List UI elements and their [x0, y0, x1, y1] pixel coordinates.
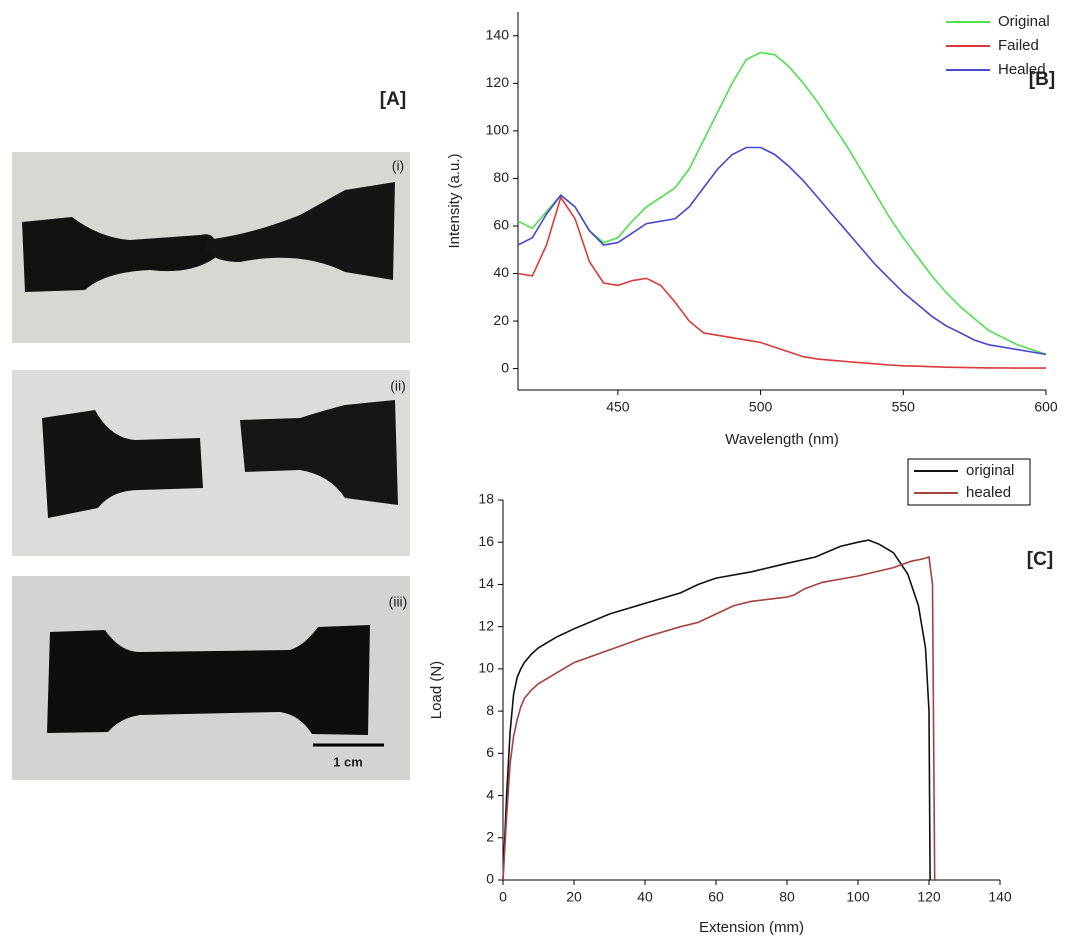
y-tick-label: 40 — [493, 264, 509, 280]
x-tick-label: 450 — [606, 399, 630, 415]
legend-label: Healed — [998, 61, 1046, 78]
photo-caption: (iii) — [389, 594, 408, 610]
chart: 0 20 40 60 80 100 120 140 450 500 550 600 Wavelength… — [446, 12, 1058, 448]
panel-label: [B] — [1029, 69, 1055, 90]
specimen — [240, 400, 398, 505]
x-tick-label: 140 — [988, 889, 1012, 905]
x-tick-label: 550 — [892, 399, 916, 415]
y-tick-label: 10 — [478, 660, 494, 676]
legend-label: Original — [998, 13, 1050, 30]
panel-label: [A] — [380, 89, 406, 110]
specimen — [205, 182, 395, 280]
y-tick-label: 12 — [478, 617, 494, 633]
x-axis-label: Extension (mm) — [699, 919, 804, 936]
y-tick-label: 2 — [486, 828, 494, 844]
y-axis-label: Load (N) — [428, 661, 445, 719]
specimen — [42, 410, 203, 518]
data-line — [517, 146, 1047, 356]
y-tick-label: 60 — [493, 217, 509, 233]
specimen — [22, 217, 216, 292]
y-tick-label: 0 — [501, 359, 509, 375]
legend-frame — [907, 458, 1031, 506]
specimen — [47, 625, 370, 735]
x-tick-label: 20 — [566, 889, 582, 905]
x-tick-label: 500 — [749, 399, 773, 415]
y-tick-label: 80 — [493, 169, 509, 185]
y-tick-label: 14 — [478, 575, 494, 591]
y-tick-label: 20 — [493, 312, 509, 328]
data-line — [502, 555, 936, 881]
photo-panel: [A] (i) (ii) (iii) 1 cm — [12, 89, 410, 780]
chart: 0 2 4 6 8 10 12 14 16 18 0 20 40 60 80 100 120 140 Extensi… — [428, 458, 1053, 936]
x-tick-label: 80 — [779, 889, 795, 905]
y-tick-label: 8 — [486, 702, 494, 718]
y-tick-label: 4 — [486, 786, 494, 802]
x-tick-label: 600 — [1034, 399, 1058, 415]
data-line — [517, 195, 1046, 369]
y-tick-label: 0 — [486, 871, 494, 887]
y-axis-label: Intensity (a.u.) — [446, 153, 463, 248]
legend-label: Failed — [998, 37, 1039, 54]
data-line — [517, 51, 1047, 356]
x-axis-label: Wavelength (nm) — [725, 431, 839, 448]
panel-label: [C] — [1027, 549, 1053, 570]
data-line — [502, 539, 931, 881]
y-tick-label: 140 — [486, 26, 510, 42]
x-tick-label: 0 — [499, 889, 507, 905]
y-tick-label: 120 — [486, 74, 510, 90]
y-tick-label: 18 — [478, 491, 494, 507]
legend-label: original — [966, 462, 1014, 479]
y-tick-label: 100 — [486, 122, 510, 138]
photo-caption: (i) — [392, 158, 404, 174]
x-tick-label: 100 — [846, 889, 870, 905]
x-tick-label: 60 — [708, 889, 724, 905]
y-tick-label: 6 — [486, 744, 494, 760]
x-tick-label: 40 — [637, 889, 653, 905]
legend-label: healed — [966, 484, 1011, 501]
y-tick-label: 16 — [478, 533, 494, 549]
photo-caption: (ii) — [390, 378, 406, 394]
scale-bar-label: 1 cm — [333, 754, 363, 769]
x-tick-label: 120 — [917, 889, 941, 905]
